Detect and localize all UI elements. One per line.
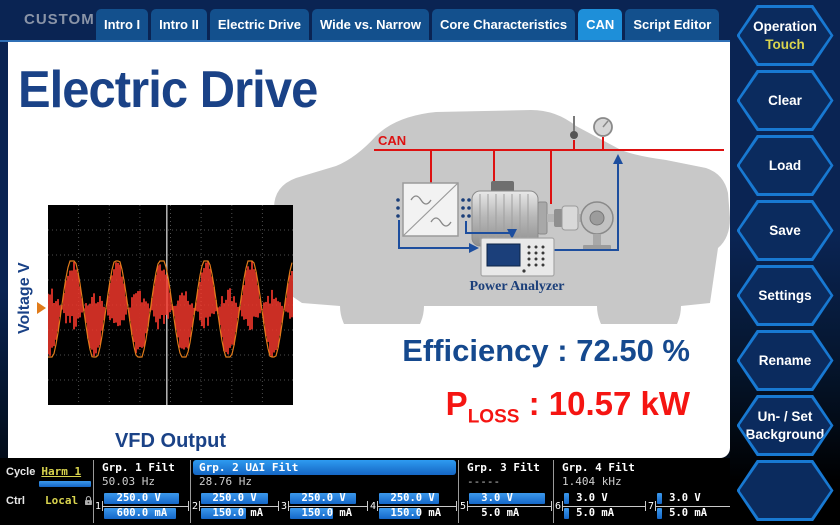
group-3-section: Grp. 3 Filt ----- 5 3.0 V 5.0 mA	[459, 458, 553, 525]
shaft-and-load-icon	[547, 201, 614, 251]
group-4-section: Grp. 4 Filt 1.404 kHz 6 3.0 V 5.0 mA 7 3…	[554, 458, 740, 525]
scope-y-axis-label: Voltage V	[16, 262, 33, 334]
results-block: Efficiency : 72.50 % PLOSS : 10.57 kW	[402, 333, 690, 429]
group-2-frequency: 28.76 Hz	[199, 475, 252, 488]
tab-bar: Intro I Intro II Electric Drive Wide vs.…	[96, 9, 720, 40]
divider	[190, 460, 191, 523]
channel-5: 5 3.0 V 5.0 mA	[459, 489, 553, 523]
ctrl-mode-value: Local	[44, 494, 79, 507]
channel-4-meter: 250.0 V 150.0 mA	[377, 491, 457, 521]
channel-2: 2 250.0 V 150.0 mA	[191, 489, 280, 523]
group-1-frequency: 50.03 Hz	[102, 475, 155, 488]
group-4-header[interactable]: Grp. 4 Filt	[562, 461, 635, 474]
channel-3-meter: 250.0 V 150.0 mA	[288, 491, 368, 521]
tab-intro-2[interactable]: Intro II	[151, 9, 207, 40]
cycle-progress-bar	[39, 481, 91, 487]
temperature-sensor-icon	[570, 116, 578, 139]
group-3-frequency: -----	[467, 475, 501, 488]
group-1-section: Grp. 1 Filt 50.03 Hz 1 250.0 V 600.0 mA	[94, 458, 190, 525]
power-loss-readout: PLOSS : 10.57 kW	[445, 385, 690, 428]
inverter-icon	[396, 182, 471, 237]
tab-electric-drive[interactable]: Electric Drive	[209, 9, 309, 40]
trigger-marker-icon	[37, 302, 46, 314]
clear-button[interactable]: Clear	[736, 70, 834, 131]
load-button[interactable]: Load	[736, 135, 834, 196]
channel-4: 4 250.0 V 150.0 mA	[369, 489, 458, 523]
top-bar: CUSTOM Intro I Intro II Electric Drive W…	[0, 0, 840, 42]
cycle-label: Cycle	[6, 465, 36, 478]
page-title: Electric Drive	[18, 61, 318, 119]
power-analyzer-icon	[480, 237, 555, 277]
channel-5-meter: 3.0 V 5.0 mA	[467, 491, 552, 521]
channel-7: 7 3.0 V 5.0 mA	[647, 489, 740, 523]
vfd-scope-display	[48, 205, 293, 405]
power-analyzer-label: Power Analyzer	[470, 279, 565, 294]
sync-status-block: Cycle Harm 1 Ctrl Local	[0, 458, 93, 525]
divider	[93, 460, 94, 523]
lock-icon[interactable]	[84, 493, 93, 508]
can-bus-label: CAN	[378, 133, 406, 148]
channel-1: 1 250.0 V 600.0 mA	[94, 489, 190, 523]
operation-button[interactable]: Operation Touch	[736, 5, 834, 66]
scope-caption: VFD Output	[114, 430, 227, 452]
channel-7-meter: 3.0 V 5.0 mA	[655, 491, 739, 521]
speed-gauge-icon	[593, 117, 613, 137]
measurement-wiring	[398, 154, 623, 253]
unset-background-button[interactable]: Un- / Set Background	[736, 395, 834, 456]
channel-6: 6 3.0 V 5.0 mA	[554, 489, 647, 523]
screen-title: CUSTOM	[24, 11, 95, 28]
channel-3: 3 250.0 V 150.0 mA	[280, 489, 369, 523]
group-2-header[interactable]: Grp. 2 U∆I Filt	[193, 460, 456, 475]
save-button[interactable]: Save	[736, 200, 834, 261]
status-bar: Cycle Harm 1 Ctrl Local Grp. 1 Filt 50.0…	[0, 458, 740, 525]
tab-core-characteristics[interactable]: Core Characteristics	[431, 9, 576, 40]
tab-can[interactable]: CAN	[578, 9, 623, 40]
group-1-header[interactable]: Grp. 1 Filt	[102, 461, 175, 474]
group-4-frequency: 1.404 kHz	[562, 475, 622, 488]
divider	[458, 460, 459, 523]
cycle-source-value: Harm 1	[41, 465, 82, 478]
tab-script-editor[interactable]: Script Editor	[625, 9, 720, 40]
car-diagram: CAN	[266, 88, 734, 348]
motor-icon	[471, 181, 548, 247]
soft-key-column: Operation Touch Clear Load Save Settings …	[730, 0, 840, 525]
group-3-header[interactable]: Grp. 3 Filt	[467, 461, 540, 474]
group-2-section: Grp. 2 U∆I Filt 28.76 Hz 2 250.0 V 150.0…	[191, 458, 458, 525]
tab-intro-1[interactable]: Intro I	[96, 9, 149, 40]
can-bus	[374, 137, 724, 204]
efficiency-readout: Efficiency : 72.50 %	[402, 333, 690, 368]
tab-wide-vs-narrow[interactable]: Wide vs. Narrow	[311, 9, 429, 40]
rename-button[interactable]: Rename	[736, 330, 834, 391]
ctrl-label: Ctrl	[6, 494, 25, 507]
settings-button[interactable]: Settings	[736, 265, 834, 326]
empty-soft-key-button[interactable]	[736, 460, 834, 521]
channel-6-meter: 3.0 V 5.0 mA	[562, 491, 646, 521]
channel-1-meter: 250.0 V 600.0 mA	[102, 491, 189, 521]
divider	[553, 460, 554, 523]
main-content: Electric Drive	[8, 40, 730, 458]
channel-2-meter: 250.0 V 150.0 mA	[199, 491, 279, 521]
